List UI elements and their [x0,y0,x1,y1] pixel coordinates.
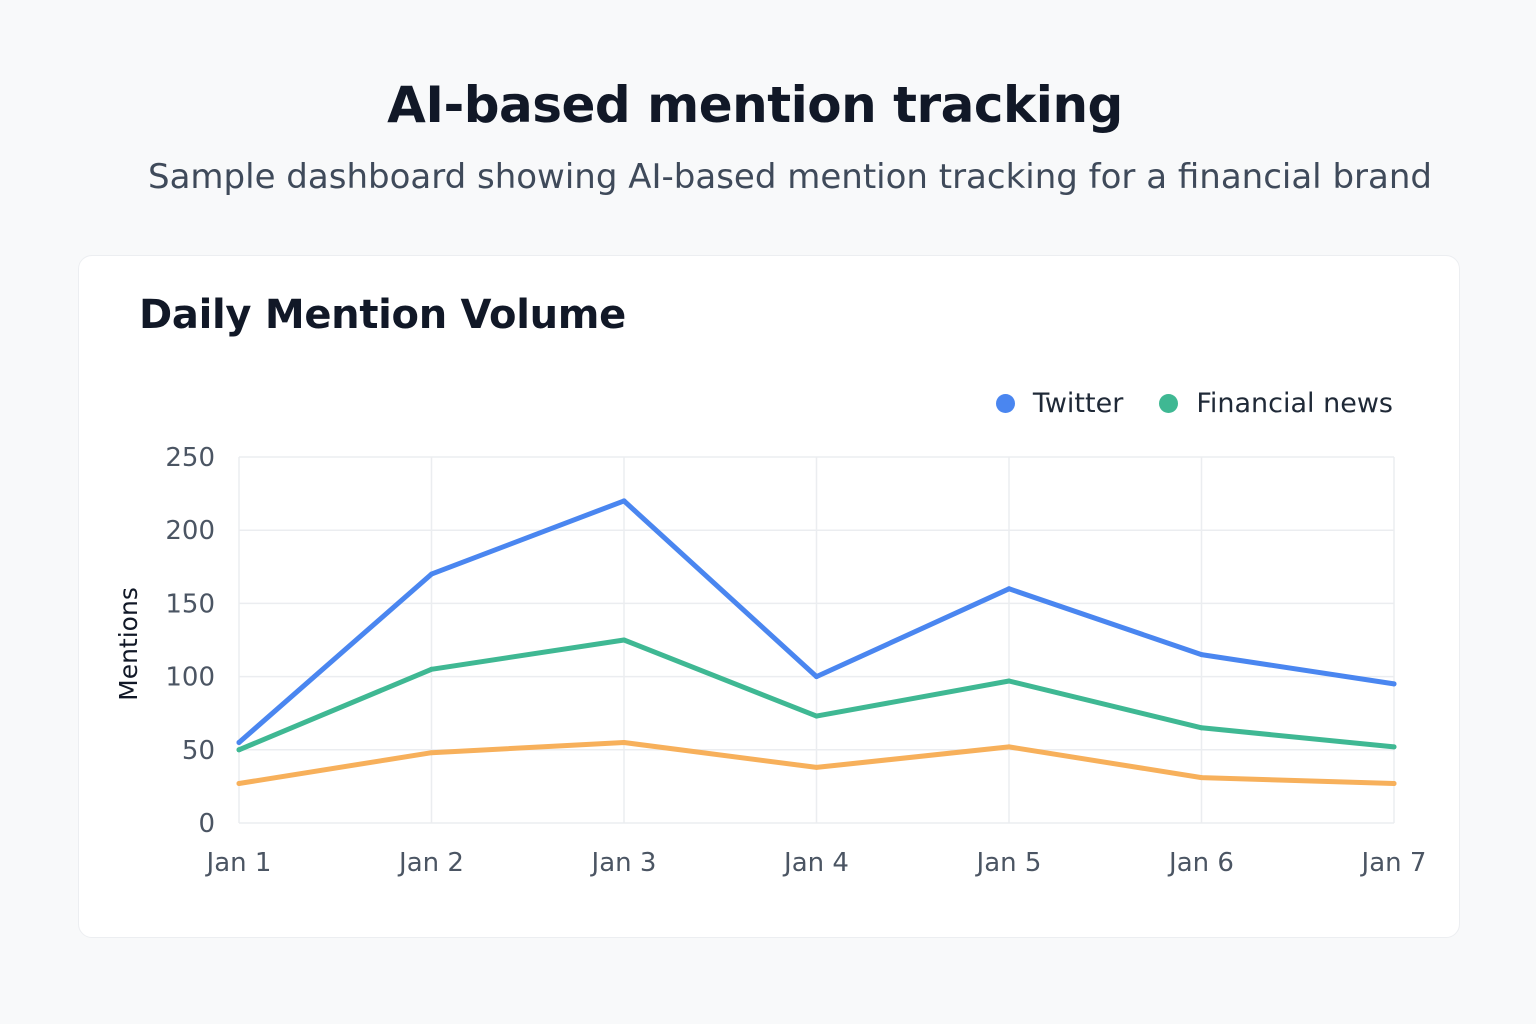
data-point-series-3-5 [1006,744,1012,750]
x-tick-label-jan-1: Jan 1 [205,848,272,878]
legend-dot-financial-news [1159,394,1179,413]
data-point-twitter-6 [1199,652,1204,658]
x-tick-label-jan-4: Jan 4 [782,848,849,878]
data-point-series-3-7 [1391,780,1397,786]
chart-title: Daily Mention Volume [139,292,626,338]
legend-label-financial-news: Financial news [1196,388,1393,419]
x-tick-label-jan-2: Jan 2 [397,848,464,878]
data-point-series-3-1 [236,780,242,786]
data-point-financial-news-5 [1006,678,1012,684]
chart-card: Daily Mention Volume Twitter Financial n… [78,255,1460,938]
legend-item-financial-news[interactable]: Financial news [1159,388,1393,419]
x-tick-label-jan-6: Jan 6 [1167,848,1234,878]
data-point-financial-news-2 [429,666,434,672]
data-point-twitter-2 [429,571,434,577]
grid-lines [238,456,1395,824]
data-point-twitter-4 [814,674,819,680]
y-tick-label-150: 150 [165,589,215,619]
x-tick-label-jan-7: Jan 7 [1360,848,1427,878]
data-point-twitter-1 [236,739,242,745]
data-point-series-3-4 [814,764,819,770]
chart-legend: Twitter Financial news [995,388,1393,419]
data-point-twitter-5 [1006,586,1012,592]
data-point-financial-news-6 [1199,725,1204,731]
data-point-series-3-6 [1199,775,1204,781]
x-tick-label-jan-3: Jan 3 [590,848,657,878]
y-axis-title: Mentions [114,587,143,701]
y-tick-label-250: 250 [165,443,215,473]
x-tick-label-jan-5: Jan 5 [975,848,1042,878]
line-chart: 0 50 100 150 200 250 Jan 1 Jan 2 Jan 3 Jan 4 Jan 5… [114,443,1427,878]
data-point-series-3-3 [621,739,627,745]
data-point-financial-news-7 [1391,744,1397,750]
legend-label-twitter: Twitter [1032,388,1124,419]
legend-dot-twitter [995,394,1015,413]
y-tick-label-50: 50 [182,736,215,766]
y-tick-label-100: 100 [165,663,215,693]
data-point-series-3-2 [429,750,434,756]
data-point-financial-news-1 [236,747,242,753]
legend-item-twitter[interactable]: Twitter [995,388,1124,419]
data-point-financial-news-3 [621,637,627,643]
y-tick-label-0: 0 [198,809,215,839]
y-tick-label-200: 200 [165,516,215,546]
page-title: AI-based mention tracking [387,76,1123,134]
page-subtitle: Sample dashboard showing AI-based mentio… [148,157,1432,197]
data-point-financial-news-4 [814,713,819,719]
data-point-twitter-3 [621,498,627,504]
data-point-twitter-7 [1391,681,1397,687]
